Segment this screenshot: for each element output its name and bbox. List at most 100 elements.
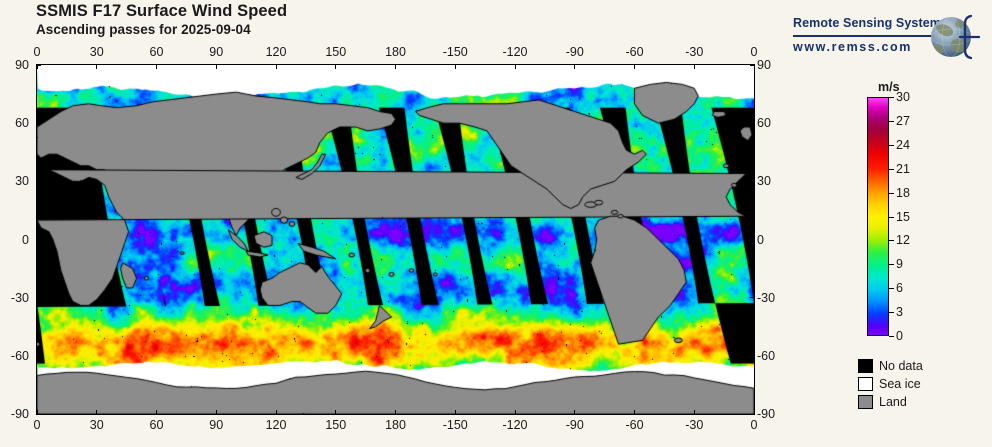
- x-axis-tick: [694, 64, 695, 69]
- y-axis-tick: [36, 239, 41, 240]
- colorbar-tick-label: 9: [896, 257, 903, 271]
- colorbar-tick: [889, 121, 894, 122]
- x-axis-tick: [96, 410, 97, 415]
- y-axis-label: 90: [757, 58, 771, 72]
- x-axis-tick: [96, 64, 97, 69]
- y-axis-label: -60: [757, 349, 775, 363]
- x-axis-label: 30: [90, 418, 104, 432]
- brand-url: www.remss.com: [793, 40, 912, 54]
- x-axis-tick: [156, 410, 157, 415]
- colorbar-tick-label: 0: [896, 329, 903, 343]
- colorbar-tick-label: 6: [896, 281, 903, 295]
- x-axis-label: -30: [685, 418, 703, 432]
- x-axis-label: 150: [325, 45, 346, 59]
- colorbar-tick-label: 12: [896, 233, 910, 247]
- x-axis-tick: [515, 64, 516, 69]
- colorbar-tick: [889, 193, 894, 194]
- legend-item: No data: [858, 357, 923, 375]
- y-axis-tick: [36, 123, 41, 124]
- y-axis-tick: [750, 297, 755, 298]
- y-axis-label: 30: [757, 174, 771, 188]
- x-axis-label: 60: [150, 45, 164, 59]
- x-axis-tick: [335, 64, 336, 69]
- y-axis-tick: [750, 123, 755, 124]
- x-axis-label: -150: [443, 418, 468, 432]
- colorbar-tick-label: 30: [896, 90, 910, 104]
- y-axis-label: 90: [0, 58, 29, 72]
- x-axis-label: 180: [385, 418, 406, 432]
- y-axis-tick: [36, 414, 41, 415]
- map-legend: No data Sea ice Land: [858, 357, 923, 411]
- x-axis-tick: [694, 410, 695, 415]
- map-plot-area[interactable]: [36, 64, 755, 415]
- brand-name: Remote Sensing Systems: [793, 16, 948, 30]
- colorbar-tick: [889, 312, 894, 313]
- y-axis-tick: [750, 181, 755, 182]
- x-axis-tick: [455, 64, 456, 69]
- brand-divider: [793, 35, 939, 37]
- colorbar-tick: [889, 336, 894, 337]
- x-axis-tick: [335, 410, 336, 415]
- legend-label: Land: [879, 395, 907, 409]
- globe-icon: [927, 10, 981, 64]
- x-axis-label: 0: [34, 418, 41, 432]
- legend-item: Sea ice: [858, 375, 923, 393]
- y-axis-tick: [36, 181, 41, 182]
- y-axis-label: -60: [0, 349, 29, 363]
- x-axis-tick: [634, 64, 635, 69]
- x-axis-tick: [395, 64, 396, 69]
- x-axis-label: -120: [502, 418, 527, 432]
- page-title: SSMIS F17 Surface Wind Speed: [36, 2, 287, 20]
- brand-logo[interactable]: Remote Sensing Systems www.remss.com: [793, 12, 983, 64]
- x-axis-label: 30: [90, 45, 104, 59]
- x-axis-label: -30: [685, 45, 703, 59]
- x-axis-label: 90: [209, 418, 223, 432]
- legend-label: Sea ice: [879, 377, 921, 391]
- colorbar-tick: [889, 217, 894, 218]
- y-axis-tick: [36, 297, 41, 298]
- x-axis-label: -60: [625, 45, 643, 59]
- colorbar-tick-label: 18: [896, 186, 910, 200]
- colorbar-tick: [889, 97, 894, 98]
- colorbar: [867, 97, 889, 336]
- x-axis-tick: [276, 64, 277, 69]
- y-axis-label: -90: [0, 407, 29, 421]
- x-axis-tick: [515, 410, 516, 415]
- x-axis-label: -90: [566, 45, 584, 59]
- y-axis-label: -30: [757, 291, 775, 305]
- x-axis-tick: [574, 410, 575, 415]
- y-axis-label: 0: [0, 233, 29, 247]
- x-axis-tick: [395, 410, 396, 415]
- colorbar-tick-label: 3: [896, 305, 903, 319]
- x-axis-label: 120: [266, 418, 287, 432]
- y-axis-label: -30: [0, 291, 29, 305]
- colorbar-tick-label: 15: [896, 210, 910, 224]
- x-axis-label: -60: [625, 418, 643, 432]
- y-axis-tick: [750, 239, 755, 240]
- wind-speed-map: [37, 65, 754, 414]
- x-axis-label: 150: [325, 418, 346, 432]
- x-axis-label: 180: [385, 45, 406, 59]
- colorbar-tick-label: 24: [896, 138, 910, 152]
- colorbar-gradient: [868, 98, 888, 335]
- x-axis-label: 0: [34, 45, 41, 59]
- x-axis-tick: [156, 64, 157, 69]
- legend-swatch: [858, 395, 873, 409]
- y-axis-label: 30: [0, 174, 29, 188]
- x-axis-label: -90: [566, 418, 584, 432]
- y-axis-label: 60: [0, 116, 29, 130]
- x-axis-label: -120: [502, 45, 527, 59]
- y-axis-label: 0: [757, 233, 764, 247]
- x-axis-tick: [455, 410, 456, 415]
- legend-item: Land: [858, 393, 923, 411]
- x-axis-tick: [216, 64, 217, 69]
- colorbar-tick: [889, 169, 894, 170]
- y-axis-tick: [36, 355, 41, 356]
- y-axis-tick: [750, 355, 755, 356]
- x-axis-tick: [216, 410, 217, 415]
- x-axis-label: 90: [209, 45, 223, 59]
- y-axis-tick: [36, 65, 41, 66]
- x-axis-tick: [634, 410, 635, 415]
- x-axis-tick: [276, 410, 277, 415]
- x-axis-label: 0: [751, 45, 758, 59]
